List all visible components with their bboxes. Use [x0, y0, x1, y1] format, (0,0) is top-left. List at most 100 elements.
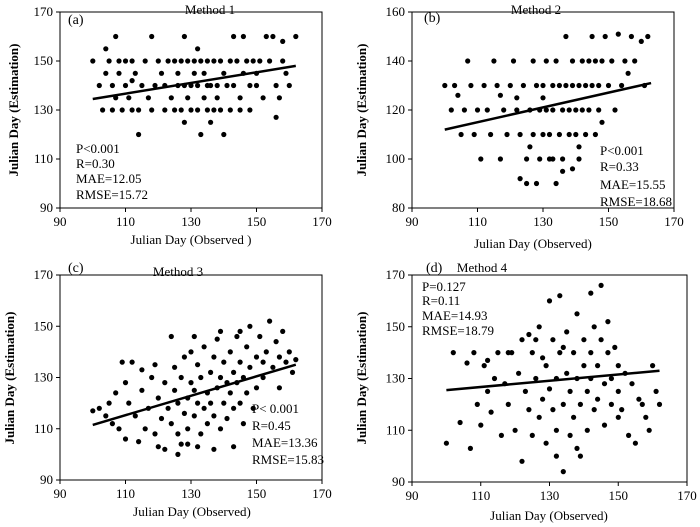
x-tick-label: 90 — [54, 214, 67, 229]
data-point — [533, 82, 540, 89]
panel-label: (c) — [68, 261, 84, 276]
data-point — [211, 58, 217, 64]
stat-r: R=0.30 — [76, 156, 115, 171]
data-point — [602, 33, 608, 40]
data-point — [165, 58, 171, 64]
data-point — [576, 82, 582, 89]
data-point — [605, 319, 611, 325]
x-tick-label: 150 — [247, 214, 267, 229]
data-point — [162, 107, 168, 113]
data-point — [289, 369, 296, 375]
data-point — [461, 107, 467, 113]
data-point — [149, 33, 155, 40]
data-point — [595, 363, 601, 369]
data-point — [119, 107, 125, 113]
data-point — [608, 401, 615, 407]
data-point — [103, 413, 109, 419]
data-point — [217, 107, 224, 113]
data-point — [573, 107, 579, 113]
data-point — [574, 445, 580, 451]
data-point — [116, 426, 122, 432]
data-point — [485, 357, 491, 363]
data-point — [581, 337, 587, 343]
points-group — [90, 318, 299, 457]
data-point — [263, 349, 269, 355]
data-point — [478, 422, 484, 428]
data-point — [283, 70, 289, 76]
data-point — [584, 427, 590, 433]
data-point — [217, 426, 224, 432]
y-tick-label: 100 — [386, 151, 406, 166]
data-point — [533, 180, 540, 187]
data-point — [231, 33, 237, 40]
data-point — [596, 107, 602, 113]
x-tick-label: 90 — [406, 488, 419, 503]
data-point — [139, 82, 145, 89]
data-point — [145, 95, 151, 101]
data-point — [247, 82, 253, 89]
data-point — [589, 33, 595, 40]
data-point — [90, 58, 96, 64]
data-point — [142, 58, 148, 64]
data-point — [591, 407, 597, 413]
data-point — [227, 390, 233, 396]
data-point — [576, 144, 582, 150]
data-point — [598, 337, 604, 343]
data-point — [609, 58, 615, 64]
data-point — [175, 70, 181, 76]
data-point — [181, 410, 187, 416]
data-point — [560, 168, 566, 174]
data-point — [540, 82, 546, 89]
data-point — [217, 58, 224, 64]
y-tick-label: 130 — [386, 371, 406, 386]
data-point — [253, 385, 260, 391]
data-point — [185, 95, 191, 101]
data-point — [273, 339, 279, 345]
data-point — [155, 444, 161, 450]
data-point — [217, 328, 224, 334]
data-point — [471, 131, 477, 138]
data-point — [612, 344, 618, 350]
stat-mae: MAE=13.36 — [252, 435, 318, 450]
data-point — [96, 405, 102, 411]
y-axis-label: Julian Day (Estimation) — [354, 312, 369, 445]
data-point — [149, 374, 155, 381]
data-point — [221, 70, 227, 76]
data-point — [103, 70, 109, 76]
data-point — [276, 385, 282, 391]
data-point — [126, 400, 132, 406]
data-point — [536, 324, 542, 330]
data-point — [208, 369, 214, 375]
x-tick-label: 90 — [54, 486, 67, 501]
data-point — [214, 82, 220, 89]
panel-label: (a) — [68, 13, 84, 28]
data-point — [566, 131, 572, 138]
data-point — [211, 354, 217, 360]
x-axis-label: Julian Day (Observed) — [490, 508, 608, 523]
data-point — [276, 354, 282, 360]
data-point — [283, 359, 289, 365]
data-point — [583, 131, 589, 138]
data-point — [622, 58, 628, 64]
data-point — [550, 156, 556, 162]
data-point — [584, 388, 590, 394]
data-point — [517, 131, 523, 138]
data-point — [471, 350, 477, 356]
data-point — [520, 82, 527, 89]
y-tick-label: 90 — [40, 472, 53, 487]
data-point — [267, 58, 273, 64]
stat-r: R=0.11 — [422, 293, 460, 308]
ticks-group: 90 110 130 150 170 90 110 130 150 170 — [34, 4, 332, 229]
data-point — [250, 405, 256, 411]
data-point — [247, 364, 253, 370]
data-point — [260, 95, 266, 101]
data-point — [208, 400, 214, 406]
ticks-group: 90 110 130 150 170 90 110 130 150 170 — [386, 267, 697, 503]
data-point — [560, 156, 566, 162]
data-point — [181, 33, 187, 40]
data-point — [626, 432, 632, 438]
data-point — [556, 82, 563, 89]
data-point — [588, 290, 594, 296]
data-point — [504, 131, 510, 138]
data-point — [168, 421, 174, 427]
